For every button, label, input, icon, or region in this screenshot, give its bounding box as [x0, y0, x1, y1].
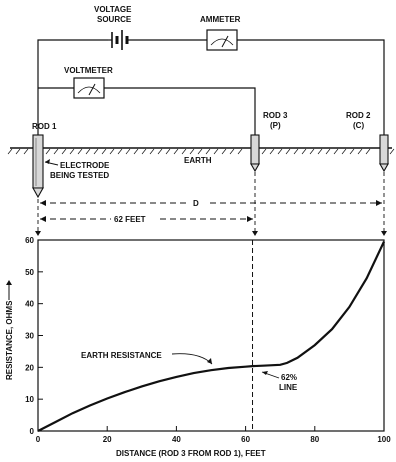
rod-2-electrode	[379, 134, 389, 173]
rod-3-label-1: ROD 3	[263, 111, 288, 120]
62-percent-label-2: LINE	[279, 383, 298, 392]
electrode-label-1: ELECTRODE	[60, 161, 110, 170]
earth-surface	[7, 147, 395, 155]
axis-tick-labels: 0 20 40 60 80 100 0 10 20 30 40 50 60	[25, 236, 391, 444]
rod-3-label-2: (P)	[270, 121, 281, 130]
y-axis-label: RESISTANCE, OHMS	[5, 300, 14, 380]
circuit-diagram: VOLTAGE SOURCE AMMETER VOLTMETER EARTH	[7, 5, 395, 236]
x-tick-label: 100	[377, 435, 391, 444]
dim-d-label: D	[193, 199, 199, 208]
resistance-chart: 0 20 40 60 80 100 0 10 20 30 40 50 60 EARTH RESISTAN…	[5, 236, 391, 458]
earth-resistance-annotation-arrow	[171, 353, 213, 365]
rod-1-label: ROD 1	[32, 122, 57, 131]
rod-2-label-1: ROD 2	[346, 111, 371, 120]
62-percent-label-1: 62%	[281, 373, 297, 382]
earth-label: EARTH	[184, 156, 212, 165]
x-tick-label: 40	[172, 435, 181, 444]
y-tick-label: 20	[25, 363, 34, 372]
dim-62-label: 62 FEET	[114, 215, 146, 224]
voltage-source-battery-icon	[108, 30, 130, 50]
y-tick-label: 40	[25, 300, 34, 309]
y-axis-label-arrow-icon	[6, 280, 12, 300]
ammeter-meter-icon	[206, 29, 238, 51]
voltage-source-label-2: SOURCE	[97, 15, 132, 24]
voltage-source-label-1: VOLTAGE	[94, 5, 132, 14]
plot-frame	[37, 239, 385, 432]
x-tick-label: 0	[36, 435, 41, 444]
x-axis-label: DISTANCE (ROD 3 FROM ROD 1), FEET	[116, 449, 266, 458]
y-tick-label: 50	[25, 268, 34, 277]
x-tick-label: 20	[103, 435, 112, 444]
x-tick-label: 60	[241, 435, 250, 444]
earth-resistance-annotation: EARTH RESISTANCE	[81, 351, 162, 360]
rod-1-electrode	[32, 134, 44, 199]
y-tick-label: 0	[30, 427, 35, 436]
y-tick-label: 60	[25, 236, 34, 245]
x-tick-label: 80	[310, 435, 319, 444]
earth-resistance-curve	[37, 241, 385, 432]
voltmeter-wire	[38, 87, 256, 135]
voltmeter-meter-icon	[73, 77, 105, 99]
y-tick-label: 10	[25, 395, 34, 404]
y-tick-label: 30	[25, 332, 34, 341]
rod-2-label-2: (C)	[353, 121, 364, 130]
axis-ticks	[37, 239, 385, 432]
electrode-label-2: BEING TESTED	[50, 171, 109, 180]
rod-3-electrode	[250, 134, 260, 173]
dimension-lines	[35, 172, 387, 236]
voltmeter-label: VOLTMETER	[64, 66, 113, 75]
outer-wire	[37, 39, 385, 135]
ammeter-label: AMMETER	[200, 15, 241, 24]
